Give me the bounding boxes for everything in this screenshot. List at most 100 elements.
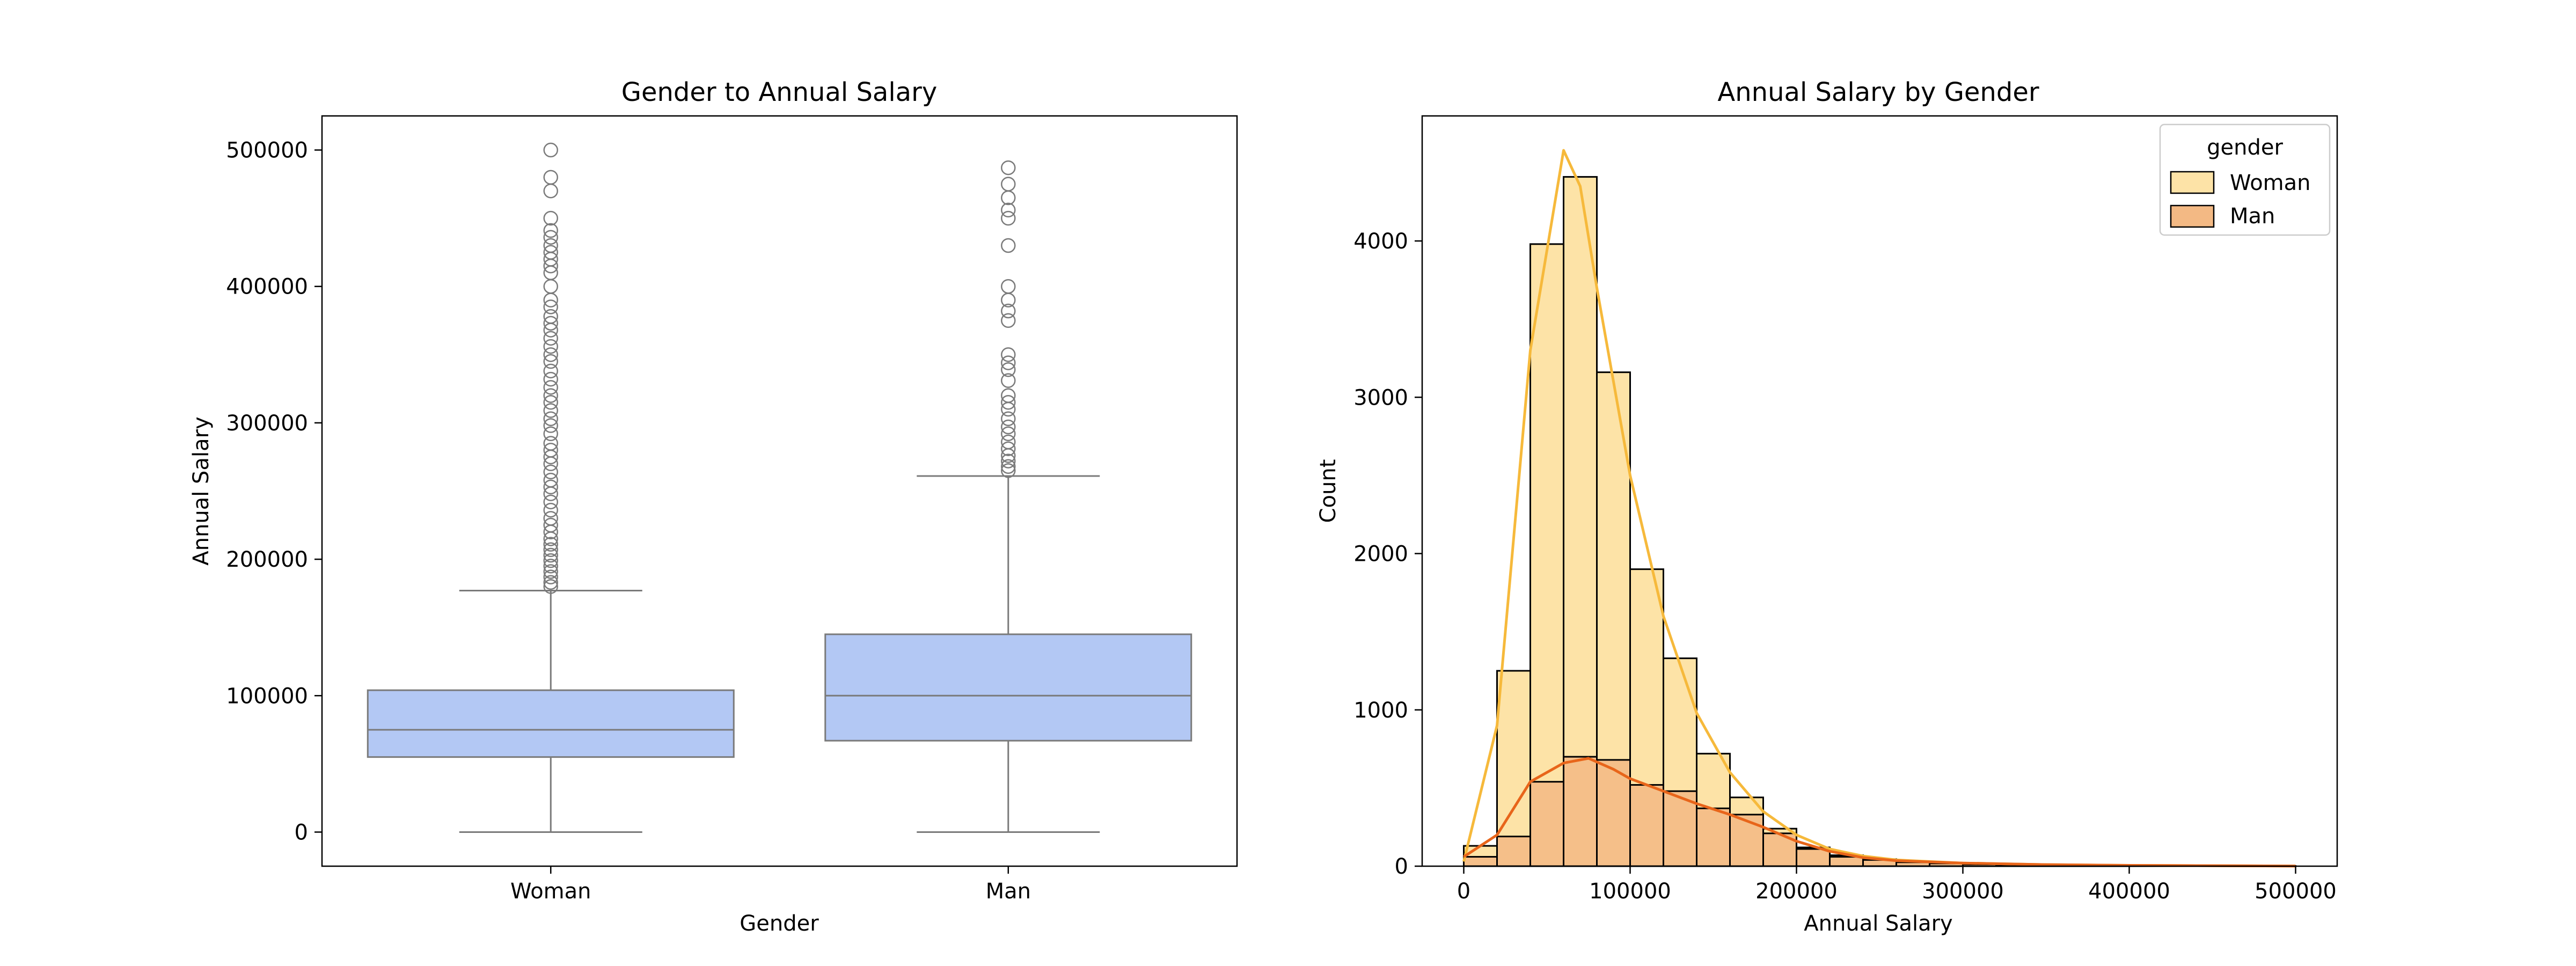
histogram-x-tick-label: 500000 bbox=[2255, 879, 2337, 904]
outlier-point-man bbox=[1001, 210, 1016, 226]
outlier-point-woman bbox=[543, 371, 558, 387]
outlier-point-woman bbox=[543, 403, 558, 418]
outlier-point-woman bbox=[543, 479, 558, 495]
histogram-bar-man bbox=[1596, 759, 1631, 867]
histogram-y-tick-label: 1000 bbox=[1353, 698, 1408, 723]
outlier-point-woman bbox=[543, 502, 558, 518]
histogram-bar-man bbox=[1796, 848, 1831, 867]
outlier-point-man bbox=[1001, 238, 1016, 253]
outlier-point-woman bbox=[543, 442, 558, 458]
outlier-point-man bbox=[1001, 177, 1016, 192]
histogram-legend: gender Woman Man bbox=[2159, 123, 2331, 236]
boxplot-y-tick-label: 500000 bbox=[226, 138, 308, 163]
outlier-point-woman bbox=[543, 245, 558, 260]
boxplot-y-tick-label: 0 bbox=[295, 820, 308, 845]
histogram-bar-man bbox=[1663, 790, 1697, 867]
outlier-point-man bbox=[1001, 279, 1016, 294]
outlier-point-woman bbox=[543, 494, 558, 510]
legend-label-man: Man bbox=[2230, 204, 2275, 229]
histogram-axes-frame bbox=[1421, 115, 2338, 867]
outlier-point-woman bbox=[543, 464, 558, 480]
histogram-panel: Annual Salary by Gender 0 1000 2000 3000 400… bbox=[1316, 77, 2338, 936]
outlier-point-man bbox=[1001, 303, 1016, 319]
boxplot-y-tick-label: 400000 bbox=[226, 275, 308, 299]
outlier-point-woman bbox=[543, 354, 558, 369]
histogram-x-tick-label: 0 bbox=[1457, 879, 1470, 904]
outlier-point-woman bbox=[543, 223, 558, 238]
outlier-point-woman bbox=[543, 230, 558, 245]
histogram-x-tick-label: 100000 bbox=[1589, 879, 1671, 904]
histogram-y-tick-label: 4000 bbox=[1353, 229, 1408, 254]
outlier-point-man bbox=[1001, 313, 1016, 328]
histogram-bar-woman bbox=[1529, 243, 1564, 867]
outlier-point-woman bbox=[543, 238, 558, 253]
outlier-point-woman bbox=[543, 339, 558, 354]
outlier-point-man bbox=[1001, 411, 1016, 427]
box-man bbox=[824, 633, 1192, 742]
boxplot-title: Gender to Annual Salary bbox=[621, 77, 937, 107]
outlier-point-woman bbox=[543, 579, 558, 594]
outlier-point-woman bbox=[543, 380, 558, 395]
histogram-bar-man bbox=[1696, 807, 1731, 867]
outlier-point-woman bbox=[543, 542, 558, 558]
outlier-point-man bbox=[1001, 347, 1016, 362]
outlier-point-woman bbox=[543, 411, 558, 427]
outlier-point-woman bbox=[543, 418, 558, 433]
boxplot-x-tick-label: Woman bbox=[510, 879, 591, 904]
outlier-point-woman bbox=[543, 436, 558, 451]
histogram-bar-woman bbox=[1563, 176, 1598, 867]
outlier-point-man bbox=[1001, 160, 1016, 175]
boxplot-panel: Gender to Annual Salary 0 100000 200000 300… bbox=[189, 77, 1238, 936]
outlier-point-woman bbox=[543, 553, 558, 568]
outlier-point-woman bbox=[543, 395, 558, 410]
outlier-point-woman bbox=[543, 309, 558, 324]
outlier-point-woman bbox=[543, 517, 558, 533]
outlier-point-woman bbox=[543, 316, 558, 331]
histogram-bar-man bbox=[1529, 781, 1564, 867]
outlier-point-woman bbox=[543, 472, 558, 488]
outlier-point-woman bbox=[543, 575, 558, 590]
outlier-point-man bbox=[1001, 441, 1016, 456]
outlier-point-woman bbox=[543, 426, 558, 441]
histogram-bar-man bbox=[1496, 836, 1531, 867]
outlier-point-man bbox=[1001, 459, 1016, 474]
outlier-point-man bbox=[1001, 395, 1016, 410]
boxplot-x-axis-label: Gender bbox=[740, 911, 819, 936]
outlier-point-man bbox=[1001, 419, 1016, 435]
outlier-point-woman bbox=[543, 170, 558, 185]
histogram-y-tick-label: 0 bbox=[1395, 854, 1408, 879]
histogram-x-tick-label: 400000 bbox=[2088, 879, 2170, 904]
box-woman bbox=[367, 689, 735, 758]
outlier-point-woman bbox=[543, 347, 558, 362]
boxplot-plot-area: 0 100000 200000 300000 400000 500000 Woman Man bbox=[226, 138, 1192, 904]
outlier-point-man bbox=[1001, 388, 1016, 403]
outlier-point-woman bbox=[543, 363, 558, 379]
histogram-title: Annual Salary by Gender bbox=[1717, 77, 2039, 107]
outlier-point-woman bbox=[543, 559, 558, 574]
legend-title: gender bbox=[2207, 135, 2283, 160]
outlier-point-man bbox=[1001, 362, 1016, 377]
outlier-point-man bbox=[1001, 463, 1016, 478]
outlier-point-man bbox=[1001, 373, 1016, 388]
legend-label-woman: Woman bbox=[2230, 171, 2311, 195]
outlier-point-man bbox=[1001, 355, 1016, 370]
histogram-x-tick-label: 300000 bbox=[1922, 879, 2004, 904]
boxplot-y-axis-label: Annual Salary bbox=[189, 416, 214, 565]
outlier-point-man bbox=[1001, 453, 1016, 469]
histogram-bar-man bbox=[1829, 856, 1864, 867]
histogram-bar-man bbox=[1629, 784, 1664, 867]
histogram-bar-man bbox=[1463, 856, 1498, 867]
histogram-bar-man bbox=[1563, 756, 1598, 867]
histogram-bar-man bbox=[1729, 814, 1764, 867]
outlier-point-woman bbox=[543, 564, 558, 579]
outlier-point-woman bbox=[543, 569, 558, 584]
outlier-point-man bbox=[1001, 202, 1016, 218]
outlier-point-woman bbox=[543, 537, 558, 552]
boxplot-axes-frame bbox=[321, 115, 1238, 867]
legend-swatch-man bbox=[2170, 204, 2215, 228]
histogram-x-axis-label: Annual Salary bbox=[1804, 911, 1952, 936]
outlier-point-woman bbox=[543, 331, 558, 346]
boxplot-y-tick-label: 200000 bbox=[226, 547, 308, 572]
